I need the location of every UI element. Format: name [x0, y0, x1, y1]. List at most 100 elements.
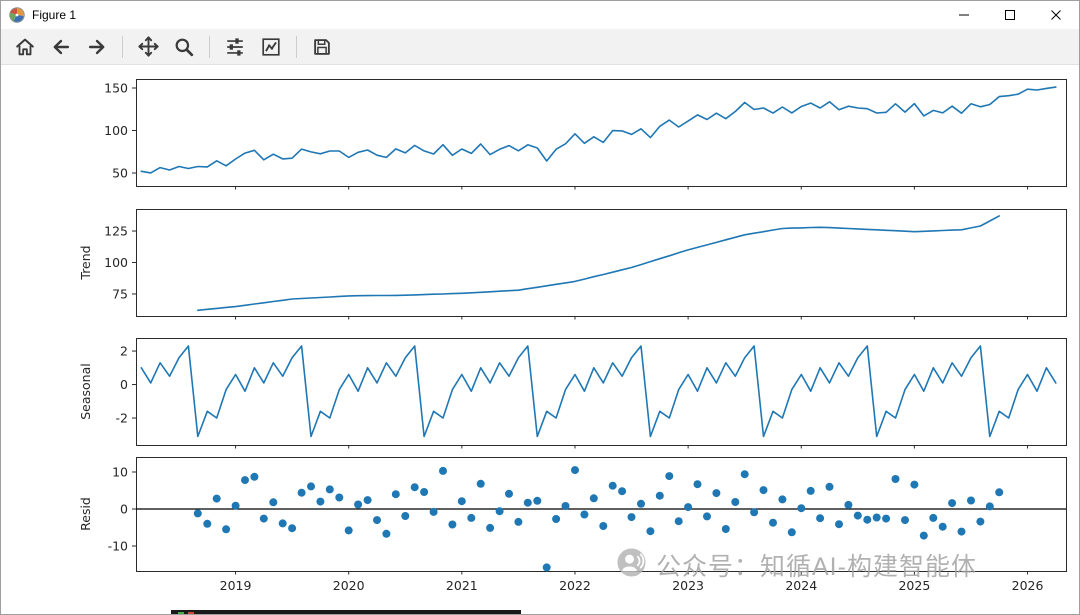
save-floppy-icon	[314, 38, 330, 55]
resid-point	[297, 488, 306, 497]
seasonal-line	[140, 345, 1057, 438]
sliver-green-dot	[178, 611, 184, 614]
resid-point	[853, 511, 862, 520]
resid-point	[523, 498, 532, 507]
resid-point	[193, 509, 202, 518]
resid-point	[344, 526, 353, 535]
xtick-label: 2024	[785, 578, 817, 593]
resid-point	[778, 495, 787, 504]
resid-point	[288, 524, 297, 533]
resid-point	[476, 479, 485, 488]
close-icon	[1051, 10, 1061, 20]
observed-ytick-label: 100	[104, 123, 128, 138]
resid-point	[693, 480, 702, 489]
back-button[interactable]	[44, 32, 78, 62]
trend-ytick-label: 125	[104, 224, 128, 239]
decomposition-plot: 50 100 150 75 100 125 Trend -2 0 2 Seasonal -10 0 10 2…	[78, 79, 1067, 593]
resid-point	[769, 518, 777, 527]
maximize-button[interactable]	[987, 1, 1033, 29]
figure-toolbar	[1, 29, 1079, 65]
resid-point	[740, 470, 749, 479]
resid-point	[486, 523, 495, 532]
resid-point	[542, 563, 551, 572]
resid-point	[957, 527, 966, 536]
minimize-icon	[959, 14, 969, 16]
resid-point	[552, 515, 561, 523]
panel-resid: -10 0 10 2019 2020 2021 2022 2023 2024 2025 2026 Re…	[78, 457, 1067, 593]
resid-point	[721, 525, 730, 533]
forward-button[interactable]	[80, 32, 114, 62]
resid-point	[938, 522, 947, 531]
resid-point	[589, 494, 598, 503]
resid-ytick-label: 10	[112, 464, 128, 479]
resid-point	[401, 512, 410, 520]
resid-point	[797, 504, 806, 513]
resid-point	[844, 500, 853, 509]
resid-point	[439, 466, 447, 475]
seasonal-axes-box	[136, 338, 1067, 446]
resid-point	[363, 496, 372, 505]
resid-point	[637, 499, 645, 508]
resid-point	[448, 520, 457, 529]
resid-point	[787, 528, 796, 537]
minimize-button[interactable]	[941, 1, 987, 29]
back-arrow-icon	[53, 39, 70, 54]
resid-point	[665, 472, 674, 481]
resid-point	[731, 498, 740, 506]
seasonal-ytick-label: -2	[116, 411, 128, 426]
panel-trend: 75 100 125 Trend	[78, 209, 1067, 320]
resid-ytick-label: 0	[120, 501, 128, 516]
subplots-button[interactable]	[218, 32, 252, 62]
resid-point	[269, 498, 278, 507]
resid-point	[259, 514, 268, 523]
observed-axes-box	[136, 79, 1067, 187]
titlebar[interactable]: Figure 1	[1, 1, 1079, 29]
resid-point	[967, 496, 975, 505]
edit-plot-icon	[262, 37, 280, 56]
resid-point	[891, 475, 900, 483]
resid-point	[618, 487, 627, 496]
resid-point	[505, 489, 513, 498]
resid-ytick-label: -10	[108, 538, 128, 553]
seasonal-ylabel: Seasonal	[78, 363, 93, 420]
toolbar-separator	[122, 35, 123, 58]
panel-seasonal: -2 0 2 Seasonal	[78, 338, 1067, 449]
resid-point	[835, 520, 843, 529]
panel-observed: 50 100 150	[104, 79, 1067, 190]
pan-button[interactable]	[131, 32, 165, 62]
xtick-label: 2022	[559, 578, 591, 593]
pan-icon	[137, 36, 159, 57]
matplotlib-logo-icon	[9, 7, 25, 23]
resid-point	[382, 529, 391, 538]
resid-point	[354, 500, 363, 509]
resid-point	[316, 497, 325, 506]
figure-canvas[interactable]: 50 100 150 75 100 125 Trend -2 0 2 Seasonal -10 0 10 2…	[1, 65, 1079, 614]
resid-point	[759, 486, 768, 495]
resid-point	[948, 499, 957, 508]
observed-ytick-label: 50	[112, 165, 128, 180]
resid-point	[712, 489, 721, 498]
zoom-icon	[175, 38, 194, 56]
resid-point	[863, 515, 872, 524]
customize-button[interactable]	[254, 32, 288, 62]
resid-point	[467, 513, 476, 522]
close-button[interactable]	[1033, 1, 1079, 29]
resid-ylabel: Resid	[78, 497, 93, 531]
resid-point	[373, 516, 381, 525]
zoom-button[interactable]	[167, 32, 201, 62]
xtick-label: 2026	[1012, 578, 1044, 593]
save-button[interactable]	[305, 32, 339, 62]
observed-ytick-label: 150	[104, 81, 128, 96]
resid-point	[919, 531, 928, 540]
resid-point	[608, 481, 617, 490]
resid-point	[571, 466, 579, 475]
resid-point	[495, 507, 504, 516]
observed-line	[140, 86, 1057, 174]
resid-point	[278, 519, 287, 528]
resid-point	[420, 488, 429, 496]
home-button[interactable]	[8, 32, 42, 62]
trend-ytick-label: 75	[112, 286, 128, 301]
home-icon	[16, 38, 34, 55]
resid-point	[646, 527, 655, 536]
